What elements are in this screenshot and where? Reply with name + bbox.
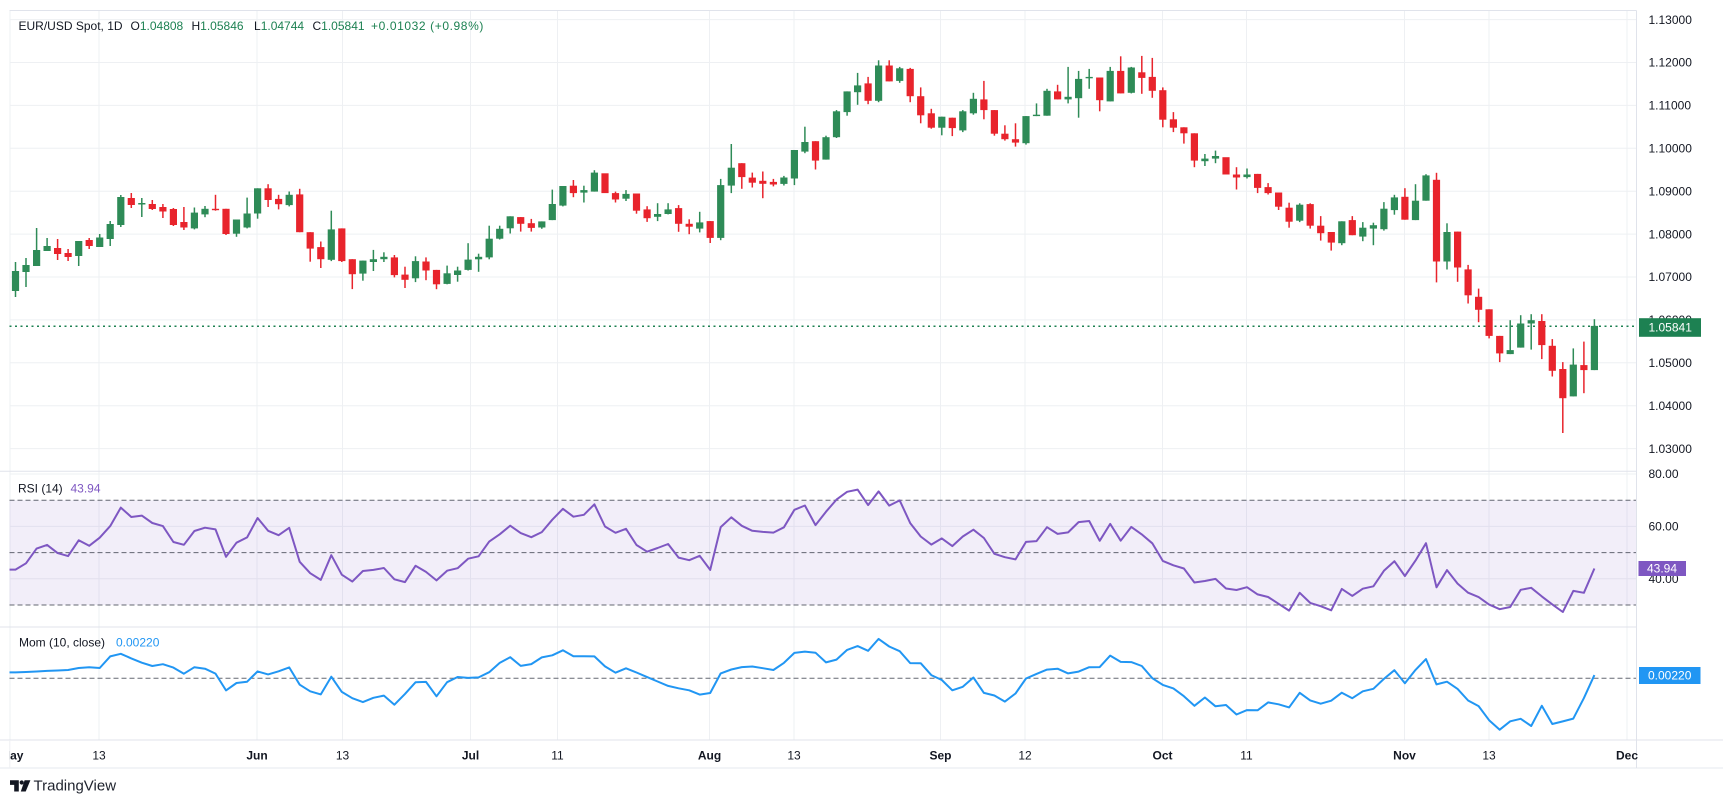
svg-text:1.09000: 1.09000 (1649, 184, 1693, 198)
svg-text:11: 11 (1240, 749, 1253, 763)
svg-text:EUR/USD Spot, 1D: EUR/USD Spot, 1D (19, 19, 123, 33)
svg-text:1.12000: 1.12000 (1649, 56, 1693, 70)
svg-text:TradingView: TradingView (34, 778, 117, 795)
svg-text:H1.05846: H1.05846 (192, 19, 244, 33)
svg-text:11: 11 (551, 749, 564, 763)
svg-text:1.04000: 1.04000 (1649, 399, 1693, 413)
svg-text:13: 13 (92, 749, 106, 763)
svg-text:Sep: Sep (929, 749, 951, 763)
svg-text:Jun: Jun (246, 749, 267, 763)
svg-text:1.05841: 1.05841 (1649, 321, 1693, 335)
svg-text:Jul: Jul (462, 749, 479, 763)
svg-text:1.05000: 1.05000 (1649, 356, 1693, 370)
svg-text:1.13000: 1.13000 (1649, 13, 1693, 27)
svg-text:13: 13 (1482, 749, 1496, 763)
svg-text:0.00220: 0.00220 (116, 636, 160, 650)
svg-text:1.08000: 1.08000 (1649, 227, 1693, 241)
svg-text:1.10000: 1.10000 (1649, 142, 1693, 156)
svg-text:43.94: 43.94 (1647, 562, 1677, 576)
svg-text:43.94: 43.94 (71, 482, 101, 496)
svg-text:12: 12 (1018, 749, 1032, 763)
svg-text:RSI (14): RSI (14) (18, 482, 63, 496)
svg-text:Nov: Nov (1393, 749, 1416, 763)
svg-text:Oct: Oct (1152, 749, 1172, 763)
svg-text:Aug: Aug (698, 749, 721, 763)
svg-text:Mom (10, close): Mom (10, close) (19, 636, 105, 650)
svg-text:1.07000: 1.07000 (1649, 270, 1693, 284)
svg-text:C1.05841: C1.05841 (313, 19, 365, 33)
svg-text:1.03000: 1.03000 (1649, 442, 1693, 456)
svg-text:+0.01032 (+0.98%): +0.01032 (+0.98%) (371, 19, 484, 33)
svg-text:O1.04808: O1.04808 (131, 19, 184, 33)
svg-text:L1.04744: L1.04744 (254, 19, 304, 33)
svg-text:13: 13 (336, 749, 350, 763)
svg-text:Dec: Dec (1616, 749, 1638, 763)
svg-text:80.00: 80.00 (1649, 467, 1679, 481)
svg-text:60.00: 60.00 (1649, 520, 1679, 534)
svg-text:1.11000: 1.11000 (1649, 99, 1692, 113)
svg-text:0.00220: 0.00220 (1648, 669, 1692, 683)
svg-text:13: 13 (787, 749, 801, 763)
